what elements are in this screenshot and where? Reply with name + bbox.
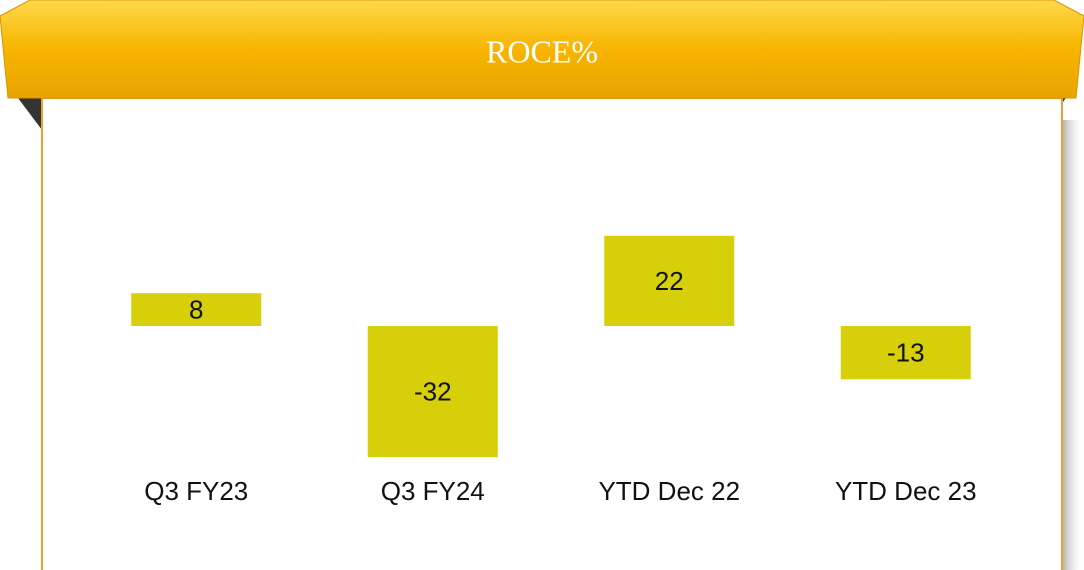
bar: [131, 293, 262, 326]
x-tick-label: Q3 FY24: [381, 476, 485, 506]
bar: [840, 326, 971, 380]
bar: [604, 235, 735, 326]
data-label: 8: [189, 294, 203, 324]
data-label: 22: [655, 266, 684, 296]
banner: [0, 0, 1084, 99]
data-label: -32: [414, 376, 452, 406]
chart-title: ROCE%: [486, 33, 598, 69]
x-tick-label: Q3 FY23: [144, 476, 248, 506]
bar: [367, 326, 498, 458]
fold-left: [18, 98, 42, 130]
x-tick-label: YTD Dec 23: [835, 476, 977, 506]
x-tick-label: YTD Dec 22: [598, 476, 740, 506]
data-label: -13: [887, 338, 925, 368]
panel-shadow: [1062, 120, 1084, 570]
